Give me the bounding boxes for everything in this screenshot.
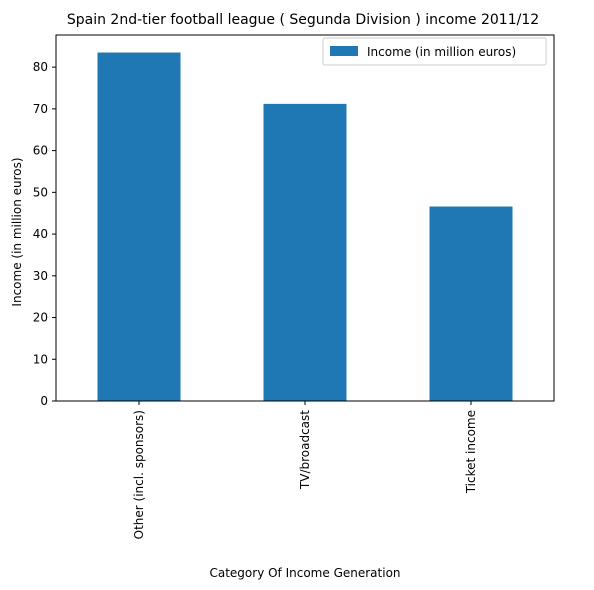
bar xyxy=(263,103,347,402)
x-tick-label: Ticket income xyxy=(464,410,478,494)
y-tick-label: 60 xyxy=(33,144,48,158)
chart-title: Spain 2nd-tier football league ( Segunda… xyxy=(67,12,539,28)
y-tick-label: 10 xyxy=(33,352,48,366)
y-axis-label: Income (in million euros) xyxy=(10,157,24,306)
y-tick-label: 0 xyxy=(40,394,48,408)
y-tick-label: 40 xyxy=(33,227,48,241)
x-tick-label: Other (incl. sponsors) xyxy=(132,410,146,539)
y-tick-label: 70 xyxy=(33,102,48,116)
bar xyxy=(429,206,513,401)
legend-frame xyxy=(322,37,547,66)
x-axis-label: Category Of Income Generation xyxy=(209,566,400,580)
y-tick-label: 50 xyxy=(33,185,48,199)
y-tick-label: 80 xyxy=(33,60,48,74)
y-tick-label: 30 xyxy=(33,269,48,283)
legend-swatch xyxy=(330,46,358,56)
legend: Income (in million euros) xyxy=(322,37,547,66)
bar xyxy=(97,52,181,402)
y-tick-label: 20 xyxy=(33,311,48,325)
x-tick-label: TV/broadcast xyxy=(298,410,312,490)
plot-area: 0 10 20 30 40 50 60 70 80 Other (incl. sponsors) T… xyxy=(33,34,555,539)
legend-label: Income (in million euros) xyxy=(367,45,516,59)
